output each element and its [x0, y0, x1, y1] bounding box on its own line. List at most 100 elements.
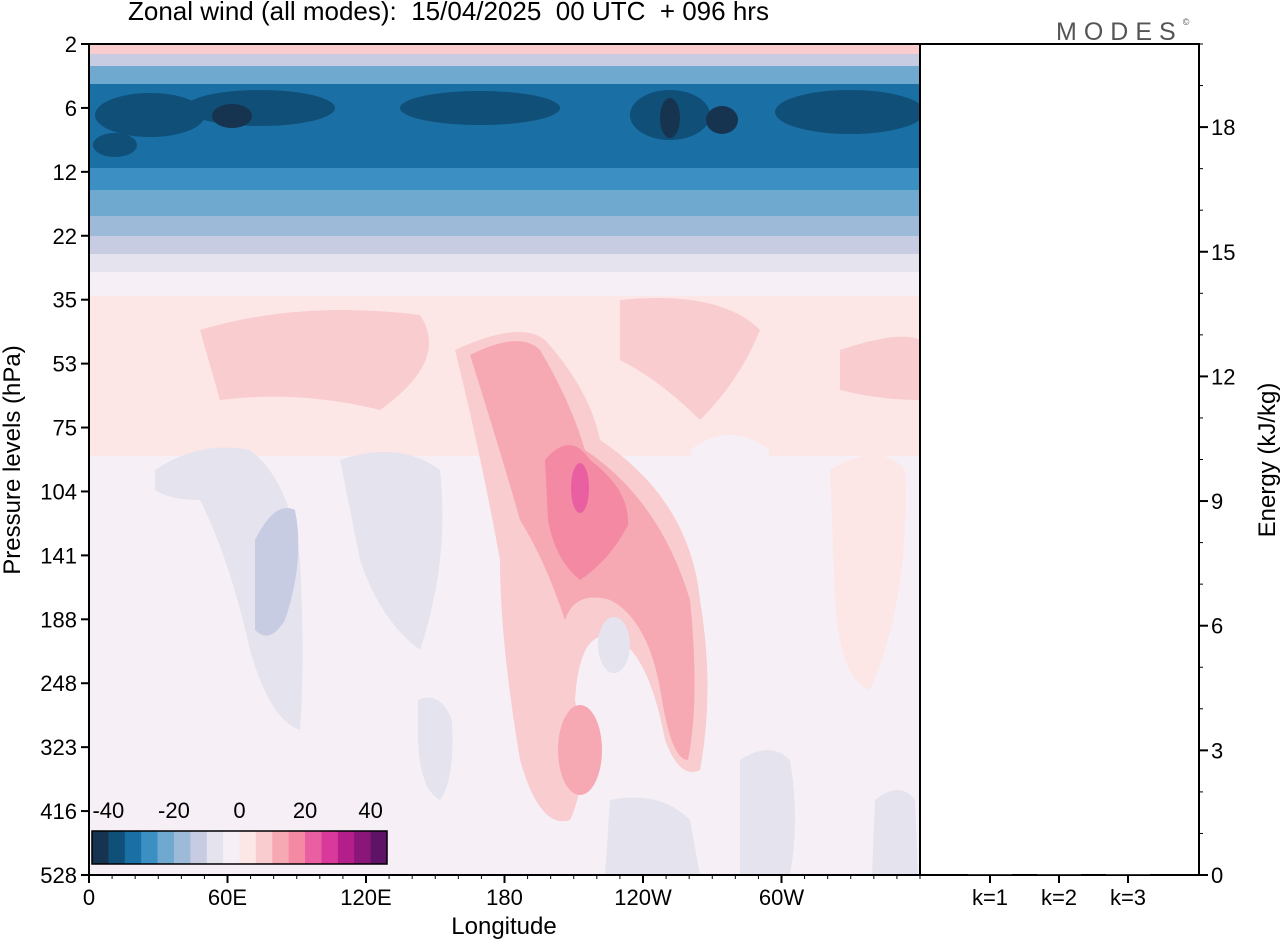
energy-tick-label: 15 [1211, 240, 1235, 265]
colorbar-swatch [239, 831, 257, 864]
energy-tick-label: 9 [1211, 489, 1223, 514]
easterly-patch-core [255, 508, 299, 636]
colorbar-swatch [370, 831, 388, 864]
westerly-patch [620, 298, 760, 420]
colorbar-swatch [223, 831, 240, 864]
easterly-patch [418, 697, 453, 800]
colorbar-swatch [305, 831, 322, 864]
core-blue [400, 91, 560, 125]
x-tick-label: 120W [614, 885, 672, 910]
y-tick-label: 416 [40, 799, 77, 824]
jet-core [545, 445, 629, 580]
core-blue-dark [212, 104, 252, 128]
x-tick-label: 120E [340, 885, 391, 910]
energy-bar [1106, 874, 1150, 875]
easterly-patch [605, 797, 700, 875]
jet-max [571, 463, 589, 513]
y-tick-label: 141 [40, 543, 77, 568]
colorbar-label: 40 [358, 798, 382, 823]
colorbar-swatch [288, 831, 306, 864]
copyright-mark: © [1182, 16, 1190, 27]
colorbar-label: -20 [158, 798, 190, 823]
westerly-patch [830, 455, 906, 690]
y-tick-label: 53 [53, 352, 77, 377]
colorbar-swatch [321, 831, 339, 864]
x-tick-label: 180 [486, 885, 523, 910]
colorbar-swatch [190, 831, 208, 864]
x-tick-label: 0 [83, 885, 95, 910]
wavenumber-axis: k=1 k=2 k=3 [972, 875, 1146, 910]
band-blue-3 [89, 168, 920, 194]
wavenumber-label: k=3 [1110, 885, 1146, 910]
colorbar-swatch [108, 831, 126, 864]
energy-tick-label: 12 [1211, 364, 1235, 389]
colorbar-label: -40 [92, 798, 124, 823]
colorbar-label: 20 [293, 798, 317, 823]
colorbar [91, 830, 388, 865]
y-tick-label: 6 [65, 96, 77, 121]
energy-tick-label: 0 [1211, 863, 1223, 888]
y-tick-label: 104 [40, 479, 77, 504]
core-blue-dark [706, 106, 738, 134]
colorbar-swatch [354, 831, 372, 864]
energy-tick-label: 3 [1211, 738, 1223, 763]
energy-bars [968, 874, 1150, 875]
brand-logo: MODES© [1056, 16, 1190, 47]
y-tick-label: 248 [40, 671, 77, 696]
easterly-pocket [598, 617, 630, 673]
y-axis-label: Pressure levels (hPa) [0, 345, 26, 574]
westerly-patch [200, 310, 429, 410]
y-tick-label: 12 [53, 160, 77, 185]
energy-bar [1037, 874, 1081, 875]
x-tick-label: 60E [208, 885, 247, 910]
band-blue-2 [89, 66, 920, 88]
core-blue-dark [660, 98, 680, 138]
core-blue [185, 90, 335, 126]
energy-tick-label: 18 [1211, 115, 1235, 140]
core-blue [95, 93, 205, 137]
colorbar-label: 0 [233, 798, 245, 823]
y-tick-label: 75 [53, 416, 77, 441]
easterly-patch [872, 790, 918, 875]
wavenumber-label: k=1 [972, 885, 1008, 910]
energy-bar [968, 874, 1012, 875]
pressure-axis: 2 6 12 22 35 53 75 104 141 188 248 323 416 528 [40, 32, 89, 888]
jet-lower [558, 705, 602, 795]
colorbar-swatch [92, 831, 109, 864]
energy-axis: 0 3 6 9 12 15 18 [1199, 43, 1235, 888]
core-blue [93, 133, 137, 157]
colorbar-swatch [157, 831, 175, 864]
y-tick-label: 35 [53, 288, 77, 313]
brand-text: MODES [1056, 18, 1183, 46]
neutral-patch [690, 435, 770, 500]
y-tick-label: 528 [40, 863, 77, 888]
longitude-axis: 0 60E 120E 180 120W 60W [83, 875, 921, 910]
wavenumber-label: k=2 [1041, 885, 1077, 910]
y-tick-label: 188 [40, 607, 77, 632]
colorbar-swatch [337, 831, 355, 864]
band-blue-6 [89, 236, 920, 258]
colorbar-swatch [124, 831, 142, 864]
energy-frame [919, 43, 1200, 876]
x-axis-label: Longitude [451, 913, 556, 940]
colorbar-swatch [255, 831, 273, 864]
colorbar-frame [91, 830, 388, 865]
easterly-patch [155, 447, 303, 730]
colorbar-swatch [141, 831, 159, 864]
core-blue [775, 90, 920, 134]
colorbar-swatch [272, 831, 290, 864]
colorbar-swatch [173, 831, 191, 864]
y-tick-label: 2 [65, 32, 77, 57]
energy-axis-label: Energy (kJ/kg) [1254, 383, 1280, 538]
colorbar-labels: -40 -20 0 20 40 [92, 798, 382, 823]
band-blue-4 [89, 190, 920, 220]
colorbar-swatch [206, 831, 224, 864]
band-neutral [89, 272, 920, 300]
energy-tick-label: 6 [1211, 614, 1223, 639]
westerly-patch [840, 336, 920, 400]
x-tick-label: 60W [759, 885, 804, 910]
y-tick-label: 22 [53, 224, 77, 249]
band-blue-7 [89, 254, 920, 276]
chart-title: Zonal wind (all modes): 15/04/2025 00 UT… [128, 0, 769, 26]
